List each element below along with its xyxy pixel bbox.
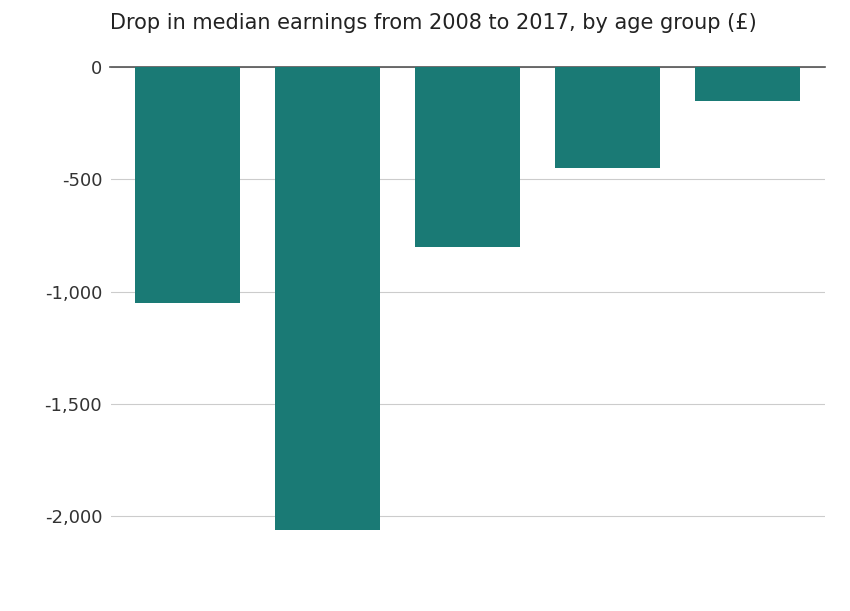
- Bar: [135, 67, 240, 303]
- Bar: [695, 67, 800, 101]
- Bar: [555, 67, 660, 168]
- Bar: [415, 67, 520, 247]
- Bar: [275, 67, 380, 530]
- Text: Drop in median earnings from 2008 to 2017, by age group (£): Drop in median earnings from 2008 to 201…: [110, 13, 757, 34]
